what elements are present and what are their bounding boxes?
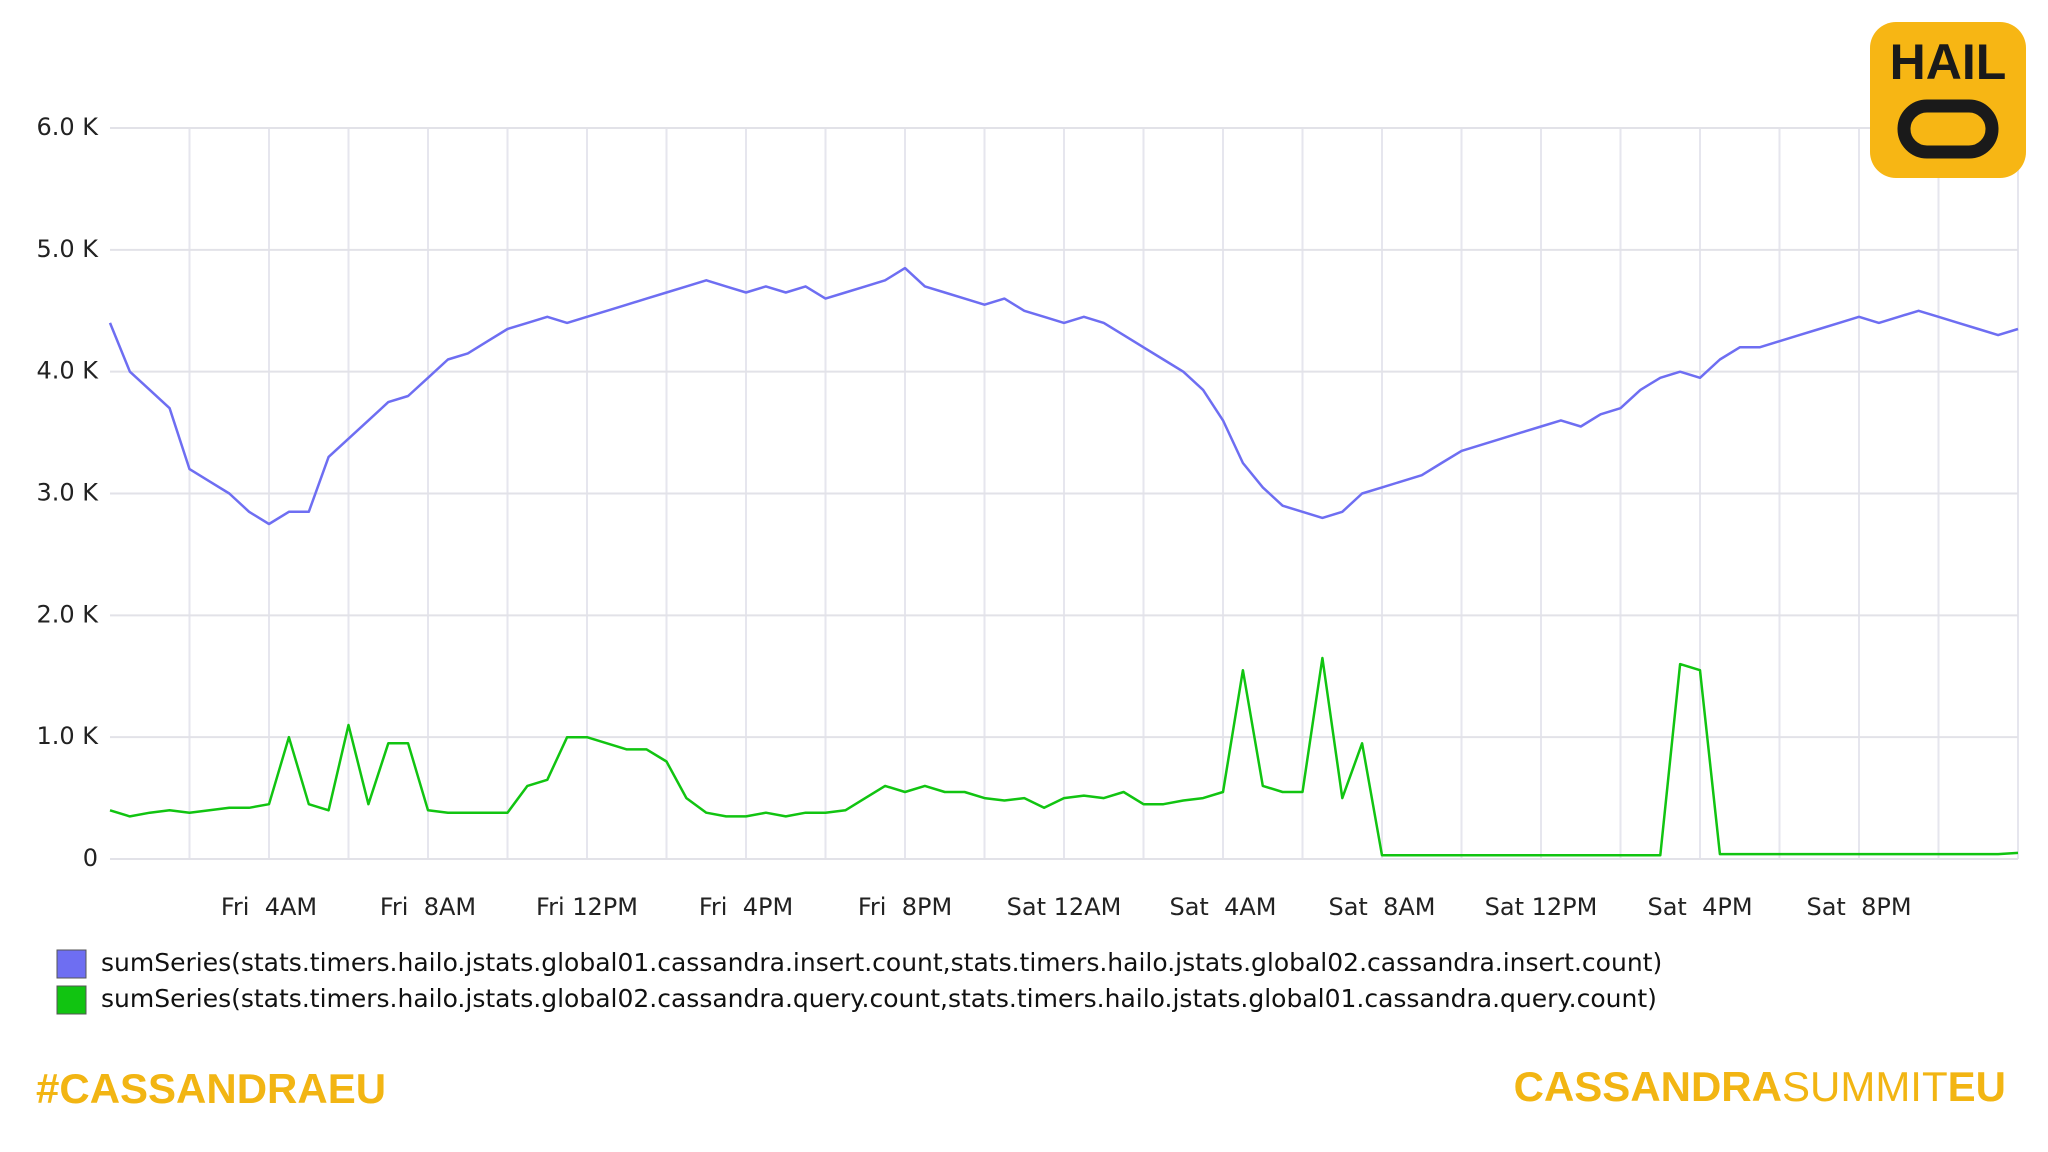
legend-swatch [56, 985, 87, 1015]
x-tick-label: Fri 4PM [699, 893, 793, 921]
brand-part: SUMMIT [1782, 1063, 1948, 1110]
x-tick-label: Fri 4AM [221, 893, 317, 921]
x-tick-label: Fri 8AM [380, 893, 476, 921]
logo-o [1897, 99, 1999, 159]
x-tick-label: Sat 8AM [1328, 893, 1435, 921]
legend-label: sumSeries(stats.timers.hailo.jstats.glob… [101, 984, 1657, 1013]
y-tick-label: 4.0 K [36, 357, 99, 385]
x-tick-label: Sat 4AM [1169, 893, 1276, 921]
grid [110, 127, 2019, 860]
x-tick-label: Sat 12PM [1485, 893, 1598, 921]
x-tick-label: Sat 4PM [1647, 893, 1752, 921]
series-line [108, 266, 2019, 526]
logo-text: HAIL [1890, 34, 2007, 90]
y-tick-label: 2.0 K [36, 600, 99, 628]
y-tick-label: 3.0 K [36, 479, 99, 507]
x-tick-label: Fri 12PM [536, 893, 638, 921]
legend-swatch [56, 949, 87, 979]
y-tick-label: 6.0 K [36, 113, 99, 141]
y-tick-label: 0 [83, 844, 98, 872]
logo: HAIL [1870, 22, 2026, 178]
labels: 0 1.0 K 2.0 K 3.0 K 4.0 K 5.0 K 6.0 K Fri 4AM Fr… [36, 113, 1911, 921]
x-tick-label: Sat 12AM [1007, 893, 1122, 921]
x-tick-label: Fri 8PM [858, 893, 952, 921]
y-tick-label: 5.0 K [36, 235, 99, 263]
series-line [109, 656, 2019, 857]
brand-part: EU [1948, 1063, 2006, 1110]
hashtag: #CASSANDRAEU [36, 1065, 386, 1112]
marks [108, 266, 2019, 857]
legend: sumSeries(stats.timers.hailo.jstats.glob… [56, 948, 1662, 1015]
x-tick-label: Sat 8PM [1806, 893, 1911, 921]
brand-part: CASSANDRA [1514, 1063, 1782, 1110]
brand: CASSANDRASUMMITEU [1514, 1063, 2006, 1110]
y-tick-label: 1.0 K [36, 722, 99, 750]
legend-label: sumSeries(stats.timers.hailo.jstats.glob… [101, 948, 1662, 977]
